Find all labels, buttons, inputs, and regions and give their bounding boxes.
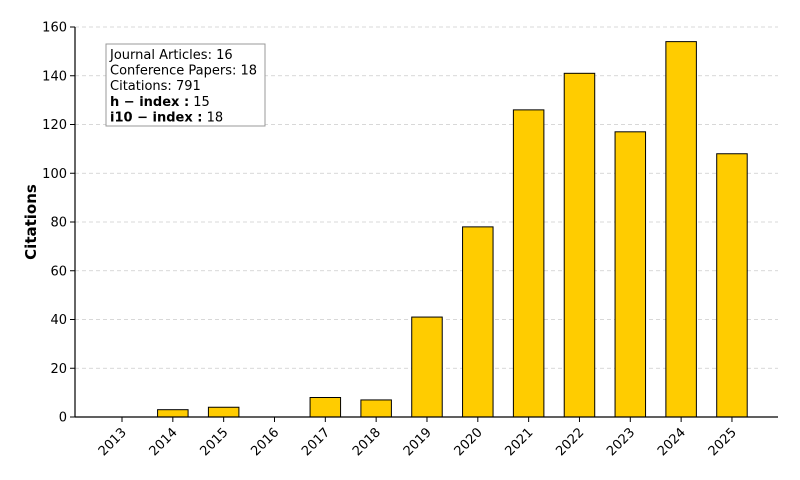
y-tick-label: 80 xyxy=(50,216,67,231)
stats-box-frame xyxy=(105,43,266,127)
y-tick-label: 20 xyxy=(50,362,67,377)
stats-label: Conference Papers: xyxy=(110,64,236,79)
x-tick-label: 2016 xyxy=(248,425,282,459)
y-axis-label: Citations xyxy=(22,184,40,260)
bar-2024 xyxy=(665,41,697,418)
x-tick-label: 2013 xyxy=(96,425,130,459)
y-tick-label: 0 xyxy=(59,411,67,426)
stats-label: Citations: xyxy=(110,79,172,94)
x-tick-labels: 2013 2014 2015 2016 2017 2018 2019 2020 2021 2022… xyxy=(96,417,740,459)
bar-2022 xyxy=(563,72,596,418)
y-tick-label: 100 xyxy=(42,167,67,182)
stats-value: 18 xyxy=(202,110,223,125)
x-tick-label: 2014 xyxy=(147,425,181,459)
y-tick-label: 60 xyxy=(50,264,67,279)
x-tick-label: 2021 xyxy=(502,425,536,459)
y-tick-label: 120 xyxy=(42,118,67,133)
bar-2025 xyxy=(716,153,748,418)
bar-2017 xyxy=(309,397,342,418)
stats-line: h − index : 15 xyxy=(110,95,210,110)
y-tick-label: 160 xyxy=(42,21,67,36)
stats-label: Journal Articles: xyxy=(109,48,212,63)
stats-value: 15 xyxy=(189,95,210,110)
x-tick-label: 2019 xyxy=(401,425,435,459)
y-tick-labels: 0 20 40 60 80 100 120 140 160 xyxy=(42,21,75,426)
stats-label: h − index : xyxy=(110,95,189,110)
bar-2014 xyxy=(157,409,189,418)
stats-line: Citations: 791 xyxy=(110,79,201,94)
stats-value: 16 xyxy=(212,48,233,63)
x-tick-label: 2022 xyxy=(553,425,587,459)
stats-value: 18 xyxy=(236,64,257,79)
x-tick-label: 2024 xyxy=(655,425,689,459)
stats-line: i10 − index : 18 xyxy=(110,110,223,125)
x-tick-label: 2023 xyxy=(604,425,638,459)
bar-2020 xyxy=(462,226,494,418)
bar-2023 xyxy=(614,131,647,418)
bar-2018 xyxy=(360,399,392,418)
x-tick-label: 2025 xyxy=(706,425,740,459)
stats-value: 791 xyxy=(172,79,201,94)
bar-2021 xyxy=(512,109,545,418)
bar-2015 xyxy=(207,406,240,418)
stats-line: Journal Articles: 16 xyxy=(109,48,233,63)
x-tick-label: 2015 xyxy=(197,425,231,459)
y-tick-label: 140 xyxy=(42,69,67,84)
x-tick-label: 2018 xyxy=(350,425,384,459)
bar-2019 xyxy=(411,316,443,418)
x-tick-label: 2020 xyxy=(452,425,486,459)
x-tick-label: 2017 xyxy=(299,425,333,459)
stats-line: Conference Papers: 18 xyxy=(110,64,257,79)
y-tick-label: 40 xyxy=(50,313,67,328)
bars xyxy=(157,41,748,418)
stats-label: i10 − index : xyxy=(110,110,202,125)
